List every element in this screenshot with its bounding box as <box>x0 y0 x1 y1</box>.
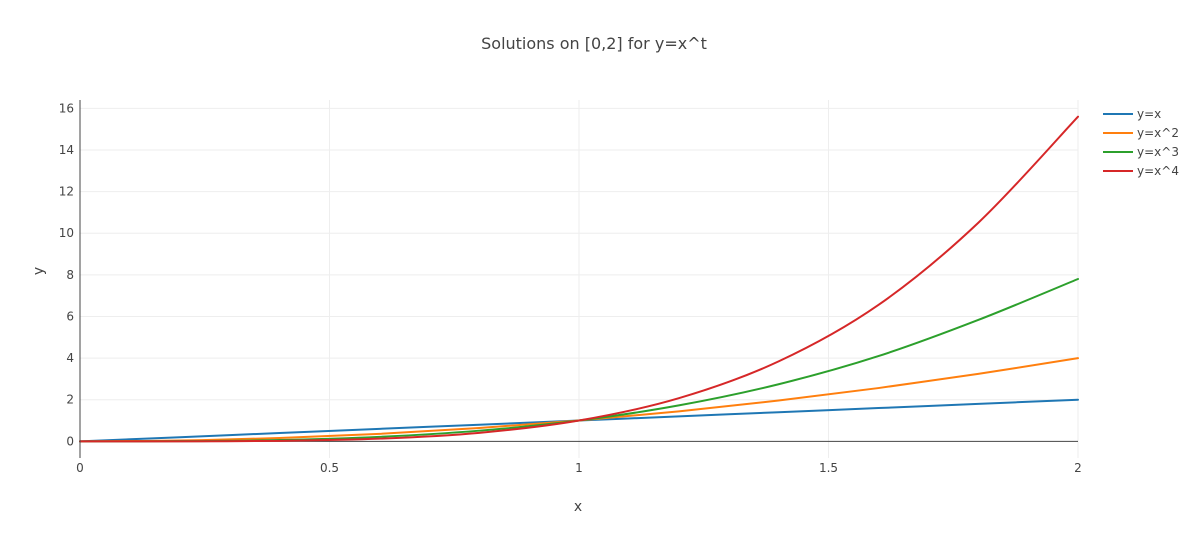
legend-label: y=x <box>1137 107 1161 121</box>
legend-item[interactable]: y=x <box>1103 107 1161 121</box>
legend-item[interactable]: y=x^3 <box>1103 145 1179 159</box>
x-axis-title: x <box>574 499 582 515</box>
gridlines <box>80 100 1079 458</box>
chart-title: Solutions on [0,2] for y=x^t <box>481 34 707 53</box>
y-tick-label: 10 <box>59 226 74 240</box>
y-tick-label: 2 <box>66 393 74 407</box>
x-tick-label: 1.5 <box>819 461 838 475</box>
x-tick-label: 0.5 <box>320 461 339 475</box>
y-axis-title: y <box>31 267 47 275</box>
legend-item[interactable]: y=x^4 <box>1103 164 1179 178</box>
x-tick-label: 0 <box>76 461 84 475</box>
series-lines <box>79 115 1079 443</box>
y-tick-label: 12 <box>59 185 74 199</box>
legend-label: y=x^3 <box>1137 145 1179 159</box>
y-tick-label: 8 <box>66 268 74 282</box>
y-tick-label: 0 <box>66 434 74 448</box>
tick-labels: 0 0.5 1 1.5 2 0 2 4 6 8 10 12 14 16 <box>59 101 1082 475</box>
legend-item[interactable]: y=x^2 <box>1103 126 1179 140</box>
y-tick-label: 16 <box>59 101 74 115</box>
x-tick-label: 1 <box>575 461 583 475</box>
legend-label: y=x^4 <box>1137 164 1179 178</box>
y-tick-label: 4 <box>66 351 74 365</box>
y-tick-label: 14 <box>59 143 74 157</box>
x-tick-label: 2 <box>1074 461 1082 475</box>
legend[interactable]: y=x y=x^2 y=x^3 y=x^4 <box>1103 107 1179 178</box>
y-tick-label: 6 <box>66 309 74 323</box>
series-line-4 <box>79 115 1079 443</box>
legend-label: y=x^2 <box>1137 126 1179 140</box>
